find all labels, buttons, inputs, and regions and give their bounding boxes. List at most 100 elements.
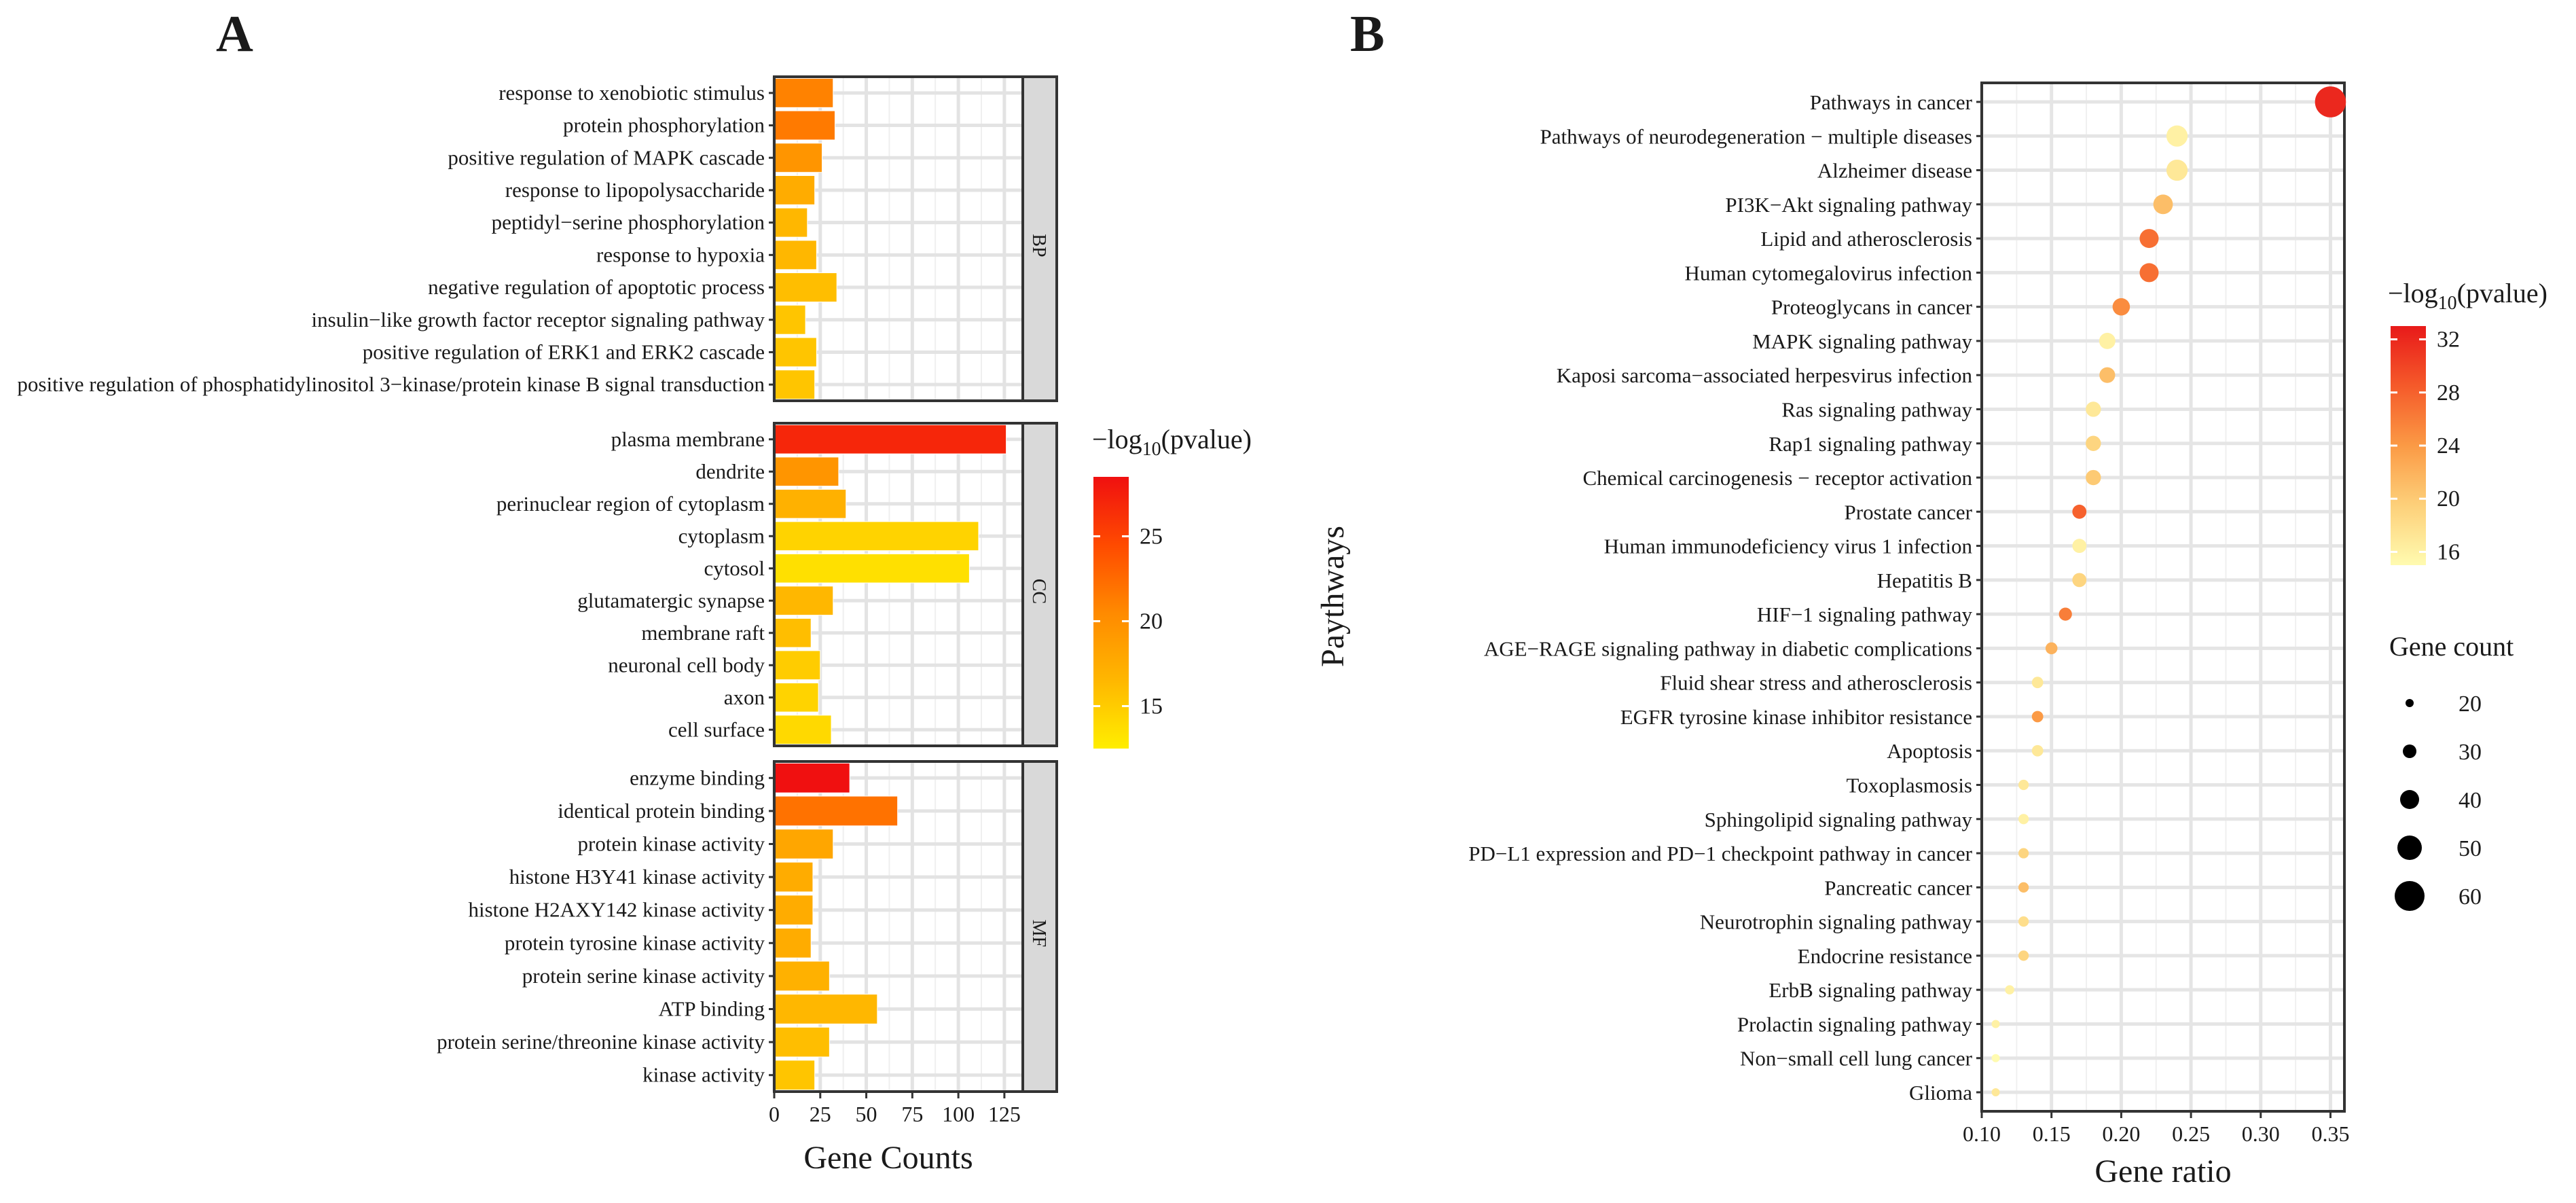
- x-tick-label: 0.20: [2102, 1121, 2140, 1146]
- x-tick-label: 0.30: [2242, 1121, 2280, 1146]
- bar: [774, 829, 834, 859]
- facet-strip: [1021, 75, 1058, 402]
- bar: [774, 143, 822, 173]
- x-tick-label: 25: [810, 1102, 831, 1126]
- bar: [774, 682, 819, 713]
- data-point: [2099, 367, 2116, 383]
- x-tick-label: 0.15: [2033, 1121, 2071, 1146]
- size-legend-dot: [2406, 699, 2414, 707]
- category-label: plasma membrane: [611, 427, 765, 451]
- size-legend-label: 60: [2459, 884, 2482, 910]
- panel-b-dot-plot: Pathways in cancer Pathways of neurodegen…: [1315, 82, 2547, 1189]
- bar: [774, 927, 812, 958]
- category-label: perinuclear region of cytoplasm: [496, 492, 765, 516]
- data-point: [2018, 779, 2029, 791]
- bar: [774, 337, 817, 367]
- pathway-label: EGFR tyrosine kinase inhibitor resistanc…: [1620, 705, 1972, 729]
- bar: [774, 272, 837, 303]
- pathway-label: ErbB signaling pathway: [1768, 978, 1972, 1002]
- data-point: [2045, 642, 2058, 655]
- colorbar-tick-label: 20: [2437, 486, 2460, 511]
- data-point: [2072, 539, 2087, 553]
- data-point: [2086, 469, 2101, 486]
- colorbar: [1093, 477, 1129, 749]
- category-label: insulin−like growth factor receptor sign…: [312, 308, 765, 331]
- size-legend-dot: [2395, 881, 2425, 911]
- size-legend-label: 50: [2459, 836, 2482, 861]
- pathway-label: Pancreatic cancer: [1824, 876, 1972, 899]
- bar: [774, 456, 839, 487]
- pathway-label: MAPK signaling pathway: [1752, 329, 1972, 353]
- size-legend-title: Gene count: [2389, 631, 2514, 662]
- size-legend-label: 20: [2459, 692, 2482, 717]
- x-tick-label: 0.10: [1963, 1121, 2001, 1146]
- bar: [774, 1026, 830, 1058]
- bar: [774, 1060, 816, 1091]
- pathway-label: Prolactin signaling pathway: [1737, 1012, 1973, 1036]
- category-label: enzyme binding: [630, 766, 765, 789]
- data-point: [2031, 677, 2044, 689]
- plot-border: [1980, 82, 2346, 1113]
- bar: [774, 175, 816, 205]
- data-point: [2139, 263, 2159, 283]
- category-label: response to xenobiotic stimulus: [498, 81, 765, 105]
- category-label: positive regulation of ERK1 and ERK2 cas…: [363, 340, 765, 363]
- category-label: dendrite: [695, 459, 765, 483]
- x-tick-label: 50: [856, 1102, 877, 1126]
- bar: [774, 77, 834, 108]
- category-label: membrane raft: [641, 621, 765, 645]
- y-axis-title: Paythways: [1315, 526, 1351, 667]
- x-tick-label: 125: [988, 1102, 1021, 1126]
- pathway-label: Fluid shear stress and atherosclerosis: [1660, 671, 1972, 695]
- bar: [774, 617, 812, 648]
- pathway-label: Glioma: [1909, 1081, 1972, 1105]
- pathway-label: Lipid and atherosclerosis: [1760, 227, 1972, 251]
- bar: [774, 304, 806, 335]
- data-point: [2018, 950, 2029, 961]
- pathway-label: Sphingolipid signaling pathway: [1705, 808, 1973, 831]
- category-label: neuronal cell body: [608, 653, 765, 677]
- facet-strip-label: CC: [1028, 579, 1049, 604]
- bar: [774, 650, 821, 681]
- category-label: cell surface: [668, 717, 765, 741]
- colorbar-tick-label: 15: [1140, 694, 1163, 719]
- panel-a-bar-chart: response to xenobiotic stimulus protein p…: [17, 75, 1252, 1176]
- data-point: [2166, 125, 2188, 147]
- data-point: [2005, 985, 2014, 994]
- legend-title: −log10(pvalue): [2388, 278, 2547, 314]
- category-label: histone H2AXY142 kinase activity: [468, 898, 765, 922]
- data-point: [2072, 504, 2087, 519]
- pathway-label: Endocrine resistance: [1798, 944, 1972, 968]
- data-point: [1991, 1088, 2000, 1096]
- panel-label-a: A: [216, 5, 253, 62]
- pathway-label: Rap1 signaling pathway: [1768, 432, 1972, 456]
- facet-strip-label: BP: [1028, 234, 1049, 257]
- size-legend-label: 30: [2459, 740, 2482, 765]
- category-label: cytosol: [704, 556, 765, 580]
- pathway-label: Human immunodeficiency virus 1 infection: [1604, 535, 1973, 558]
- colorbar-tick-label: 25: [1140, 524, 1163, 550]
- x-tick-label: 0.25: [2172, 1121, 2210, 1146]
- bar: [774, 795, 899, 827]
- size-legend-dot: [2400, 790, 2419, 809]
- bar: [774, 762, 850, 793]
- x-tick-label: 100: [942, 1102, 975, 1126]
- bar: [774, 240, 817, 270]
- pathway-label: HIF−1 signaling pathway: [1757, 603, 1973, 626]
- category-label: glutamatergic synapse: [577, 588, 765, 612]
- pathway-label: Prostate cancer: [1845, 500, 1973, 524]
- category-label: identical protein binding: [558, 799, 765, 823]
- bar: [774, 553, 970, 583]
- data-point: [2112, 298, 2130, 316]
- colorbar-tick-label: 20: [1140, 609, 1163, 634]
- category-label: positive regulation of MAPK cascade: [448, 145, 765, 169]
- pathway-label: Neurotrophin signaling pathway: [1700, 910, 1973, 934]
- pathway-label: PD−L1 expression and PD−1 checkpoint pat…: [1468, 842, 1972, 865]
- category-label: peptidyl−serine phosphorylation: [492, 211, 765, 234]
- pathway-label: AGE−RAGE signaling pathway in diabetic c…: [1484, 636, 1972, 660]
- bar: [774, 521, 979, 552]
- data-point: [2072, 573, 2087, 588]
- pathway-label: Hepatitis B: [1877, 569, 1972, 592]
- bar: [774, 110, 835, 141]
